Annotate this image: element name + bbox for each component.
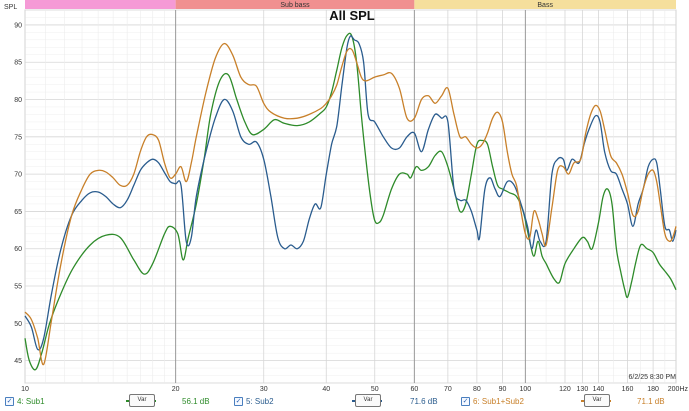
checkbox-icon[interactable]: ✓ <box>5 397 14 406</box>
x-tick-label: 30 <box>260 386 268 393</box>
var-button-sum[interactable]: Var <box>584 394 610 407</box>
legend: ✓ 4: Sub1 Var 56.1 dB ✓ 5: Sub2 Var 71.6… <box>0 393 689 411</box>
frequency-band-strip: Sub bass Bass <box>25 0 676 9</box>
checkbox-icon[interactable]: ✓ <box>461 397 470 406</box>
y-tick-label: 55 <box>14 284 22 291</box>
x-tick-label: 50 <box>371 386 379 393</box>
y-tick-label: 60 <box>14 246 22 253</box>
x-tick-label: 200Hz <box>668 386 689 393</box>
legend-value: 56.1 dB <box>182 397 210 406</box>
band-label: Bass <box>537 2 553 9</box>
legend-item-sub2[interactable]: ✓ 5: Sub2 <box>234 397 274 406</box>
x-tick-label: 180 <box>647 386 659 393</box>
timestamp: 6/2/25 8:30 PM <box>629 374 677 381</box>
band-1 <box>175 0 415 9</box>
x-tick-label: 40 <box>322 386 330 393</box>
y-tick-label: 45 <box>14 358 22 365</box>
y-tick-label: 75 <box>14 134 22 141</box>
y-tick-label: 50 <box>14 321 22 328</box>
band-0 <box>25 0 176 9</box>
x-tick-label: 160 <box>622 386 634 393</box>
var-button-sub2[interactable]: Var <box>355 394 381 407</box>
series-line-2 <box>24 42 677 366</box>
legend-value: 71.1 dB <box>637 397 665 406</box>
x-tick-label: 60 <box>410 386 418 393</box>
y-tick-label: 90 <box>14 22 22 29</box>
y-tick-label: 80 <box>14 97 22 104</box>
band-2 <box>414 0 676 9</box>
legend-label: 4: Sub1 <box>17 397 45 406</box>
x-tick-label: 140 <box>593 386 605 393</box>
spl-chart: Sub bass Bass 45 50 55 60 65 70 75 80 85 90 10 20 30… <box>4 0 689 393</box>
legend-item-sub1[interactable]: ✓ 4: Sub1 <box>5 397 45 406</box>
x-tick-label: 120 <box>559 386 571 393</box>
band-label: Sub bass <box>280 2 310 9</box>
y-tick-label: 65 <box>14 209 22 216</box>
y-axis-ticks: 45 50 55 60 65 70 75 80 85 90 <box>14 22 22 365</box>
checkbox-icon[interactable]: ✓ <box>234 397 243 406</box>
y-tick-label: 70 <box>14 172 22 179</box>
x-tick-label: 70 <box>444 386 452 393</box>
legend-label: 5: Sub2 <box>246 397 274 406</box>
y-tick-label: 85 <box>14 60 22 67</box>
legend-value: 71.6 dB <box>410 397 438 406</box>
series-lines <box>24 32 677 371</box>
legend-item-sum[interactable]: ✓ 6: Sub1+Sub2 <box>461 397 524 406</box>
x-tick-label: 10 <box>21 386 29 393</box>
x-axis-ticks: 10 20 30 40 50 60 70 80 90 100 120 130 140 160 180 200H… <box>21 386 688 393</box>
x-tick-label: 20 <box>172 386 180 393</box>
series-line-1 <box>24 35 677 351</box>
series-line-0 <box>24 32 677 371</box>
var-button-sub1[interactable]: Var <box>129 394 155 407</box>
y-axis-unit-label: SPL <box>4 4 17 11</box>
x-tick-label: 130 <box>577 386 589 393</box>
legend-label: 6: Sub1+Sub2 <box>473 397 524 406</box>
chart-grid <box>24 9 677 384</box>
x-tick-label: 100 <box>520 386 532 393</box>
x-tick-label: 90 <box>499 386 507 393</box>
chart-title: All SPL <box>329 8 375 23</box>
x-tick-label: 80 <box>473 386 481 393</box>
